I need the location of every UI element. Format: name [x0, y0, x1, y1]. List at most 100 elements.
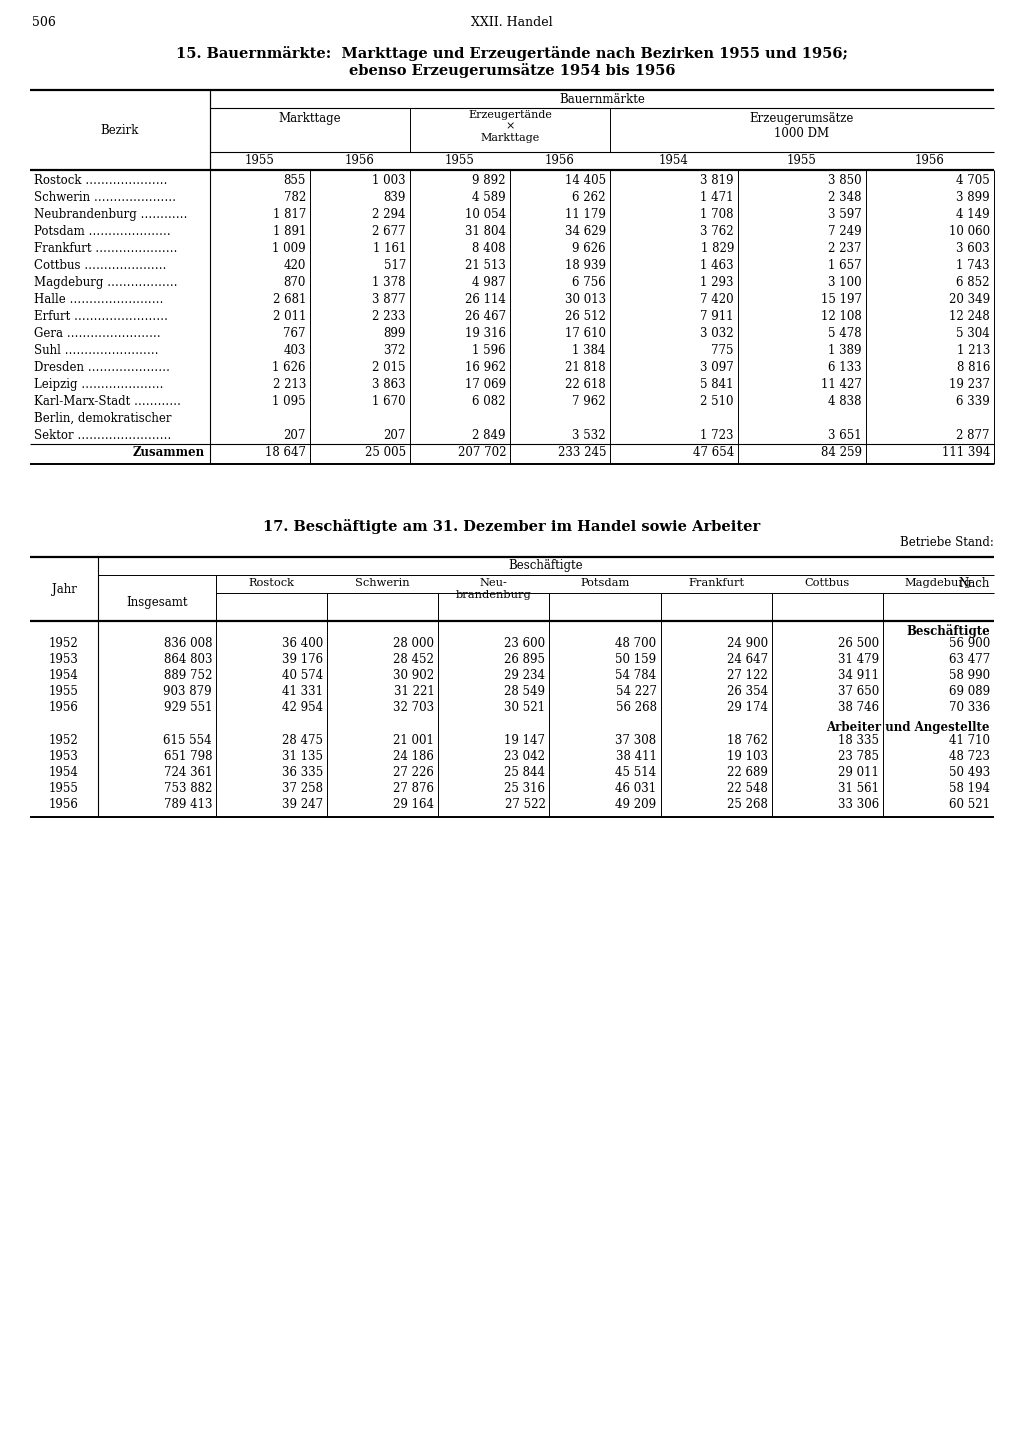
Text: 1955: 1955 — [445, 155, 475, 167]
Text: 30 902: 30 902 — [393, 670, 434, 683]
Text: 15. Bauernmärkte:  Markttage und Erzeugertände nach Bezirken 1955 und 1956;: 15. Bauernmärkte: Markttage und Erzeuger… — [176, 46, 848, 62]
Text: 3 532: 3 532 — [572, 429, 606, 442]
Text: 420: 420 — [284, 259, 306, 272]
Text: 3 863: 3 863 — [373, 378, 406, 391]
Text: 37 650: 37 650 — [838, 685, 879, 698]
Text: 767: 767 — [284, 328, 306, 341]
Text: 58 990: 58 990 — [949, 670, 990, 683]
Text: Frankfurt: Frankfurt — [688, 578, 744, 588]
Text: 8 408: 8 408 — [472, 242, 506, 255]
Text: 31 561: 31 561 — [838, 781, 879, 796]
Text: Cottbus: Cottbus — [805, 578, 850, 588]
Text: 45 514: 45 514 — [615, 766, 656, 778]
Text: 651 798: 651 798 — [164, 750, 212, 763]
Text: 1956: 1956 — [915, 155, 945, 167]
Text: 1956: 1956 — [345, 155, 375, 167]
Text: 1 161: 1 161 — [373, 242, 406, 255]
Text: 6 339: 6 339 — [956, 395, 990, 408]
Text: 836 008: 836 008 — [164, 637, 212, 650]
Text: 56 268: 56 268 — [615, 701, 656, 714]
Text: 16 962: 16 962 — [465, 361, 506, 373]
Text: 28 475: 28 475 — [283, 734, 324, 747]
Text: 14 405: 14 405 — [565, 175, 606, 187]
Text: 2 849: 2 849 — [472, 429, 506, 442]
Text: 29 164: 29 164 — [393, 798, 434, 811]
Text: Nach: Nach — [958, 577, 990, 590]
Text: 34 911: 34 911 — [838, 670, 879, 683]
Text: 1955: 1955 — [49, 685, 79, 698]
Text: 889 752: 889 752 — [164, 670, 212, 683]
Text: 1 095: 1 095 — [272, 395, 306, 408]
Text: 1953: 1953 — [49, 750, 79, 763]
Text: 4 149: 4 149 — [956, 207, 990, 220]
Text: 10 060: 10 060 — [949, 225, 990, 238]
Text: 60 521: 60 521 — [949, 798, 990, 811]
Text: 2 677: 2 677 — [373, 225, 406, 238]
Text: 1 657: 1 657 — [828, 259, 862, 272]
Text: 6 852: 6 852 — [956, 276, 990, 289]
Text: 6 082: 6 082 — [472, 395, 506, 408]
Text: 517: 517 — [384, 259, 406, 272]
Text: 4 987: 4 987 — [472, 276, 506, 289]
Text: 6 262: 6 262 — [572, 190, 606, 205]
Text: 21 513: 21 513 — [465, 259, 506, 272]
Text: Suhl ……………………: Suhl …………………… — [34, 343, 159, 356]
Text: 27 522: 27 522 — [505, 798, 546, 811]
Text: 1 213: 1 213 — [956, 343, 990, 356]
Text: 1 471: 1 471 — [700, 190, 734, 205]
Text: 84 259: 84 259 — [821, 446, 862, 459]
Text: 27 226: 27 226 — [393, 766, 434, 778]
Text: Cottbus …………………: Cottbus ………………… — [34, 259, 167, 272]
Text: Beschäftigte: Beschäftigte — [509, 560, 584, 572]
Text: 1 596: 1 596 — [472, 343, 506, 356]
Text: 26 114: 26 114 — [465, 293, 506, 306]
Text: Neu-
brandenburg: Neu- brandenburg — [456, 578, 531, 600]
Text: 56 900: 56 900 — [949, 637, 990, 650]
Text: 31 479: 31 479 — [838, 653, 879, 665]
Text: 19 147: 19 147 — [505, 734, 546, 747]
Text: 1 378: 1 378 — [373, 276, 406, 289]
Text: Magdeburg ………………: Magdeburg ……………… — [34, 276, 177, 289]
Text: 3 877: 3 877 — [373, 293, 406, 306]
Text: 403: 403 — [284, 343, 306, 356]
Text: 24 900: 24 900 — [727, 637, 768, 650]
Text: 789 413: 789 413 — [164, 798, 212, 811]
Text: 29 011: 29 011 — [838, 766, 879, 778]
Text: 27 122: 27 122 — [727, 670, 768, 683]
Text: 70 336: 70 336 — [949, 701, 990, 714]
Text: 1 293: 1 293 — [700, 276, 734, 289]
Text: 1 891: 1 891 — [272, 225, 306, 238]
Text: 2 011: 2 011 — [272, 311, 306, 323]
Text: 2 294: 2 294 — [373, 207, 406, 220]
Text: 54 784: 54 784 — [615, 670, 656, 683]
Text: 36 335: 36 335 — [282, 766, 324, 778]
Text: Erzeugerumsätze
1000 DM: Erzeugerumsätze 1000 DM — [750, 112, 854, 140]
Text: Schwerin: Schwerin — [355, 578, 410, 588]
Text: 1954: 1954 — [659, 155, 689, 167]
Text: 29 174: 29 174 — [727, 701, 768, 714]
Text: 9 892: 9 892 — [472, 175, 506, 187]
Text: 2 233: 2 233 — [373, 311, 406, 323]
Text: 1 817: 1 817 — [272, 207, 306, 220]
Text: 21 001: 21 001 — [393, 734, 434, 747]
Text: 17 069: 17 069 — [465, 378, 506, 391]
Text: 782: 782 — [284, 190, 306, 205]
Text: 48 700: 48 700 — [615, 637, 656, 650]
Text: 2 237: 2 237 — [828, 242, 862, 255]
Text: 3 762: 3 762 — [700, 225, 734, 238]
Text: 2 348: 2 348 — [828, 190, 862, 205]
Text: 17 610: 17 610 — [565, 328, 606, 341]
Text: 63 477: 63 477 — [949, 653, 990, 665]
Text: Markttage: Markttage — [279, 112, 341, 124]
Text: 36 400: 36 400 — [282, 637, 324, 650]
Text: 69 089: 69 089 — [949, 685, 990, 698]
Text: 839: 839 — [384, 190, 406, 205]
Text: 775: 775 — [712, 343, 734, 356]
Text: Jahr: Jahr — [51, 582, 77, 595]
Text: Betriebe Stand:: Betriebe Stand: — [900, 537, 994, 550]
Text: 2 681: 2 681 — [272, 293, 306, 306]
Text: Halle ……………………: Halle …………………… — [34, 293, 164, 306]
Text: 38 411: 38 411 — [615, 750, 656, 763]
Text: ebenso Erzeugerumsätze 1954 bis 1956: ebenso Erzeugerumsätze 1954 bis 1956 — [349, 63, 675, 79]
Text: 6 133: 6 133 — [828, 361, 862, 373]
